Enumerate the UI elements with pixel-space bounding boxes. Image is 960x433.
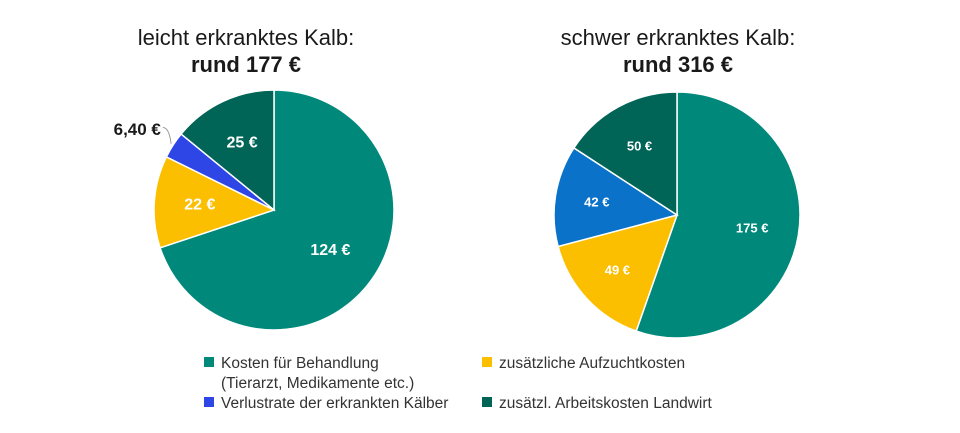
pie1-slice-kosten-fuer-behandlung xyxy=(159,89,395,331)
pie1-label-zusaetzl-arbeitskosten-landwirt: 25 € xyxy=(227,134,258,151)
legend-swatch-verlust xyxy=(204,397,214,407)
chart2-subtitle: rund 316 € xyxy=(622,52,734,77)
legend-swatch-arbeit xyxy=(482,397,492,407)
pie1-label-kosten-fuer-behandlung: 124 € xyxy=(310,242,350,259)
pie1-leader-verlustrate-der-erkrankten-kaelber xyxy=(162,127,172,144)
legend-label-verlust: Verlustrate der erkrankten Kälber xyxy=(221,395,449,412)
pie2-label-zusaetzl-arbeitskosten-landwirt: 50 € xyxy=(627,138,652,153)
legend-swatch-aufzucht xyxy=(482,357,492,367)
legend-item-arbeit: zusätzl. Arbeitskosten Landwirt xyxy=(482,394,712,414)
pie-chart-schwer: 175 € 49 € 42 € 50 € xyxy=(553,91,801,339)
pie1-label-verlustrate-der-erkrankten-kaelber: 6,40 € xyxy=(114,120,162,139)
legend-label-arbeit: zusätzl. Arbeitskosten Landwirt xyxy=(499,395,712,412)
legend-label-behandlung: Kosten für Behandlung xyxy=(221,355,379,372)
legend-label-aufzucht: zusätzliche Aufzuchtkosten xyxy=(499,355,686,372)
pie2-label-kosten-fuer-behandlung: 175 € xyxy=(736,220,769,235)
pie2-label-zusaetzliche-aufzuchtkosten: 49 € xyxy=(605,263,630,278)
pie-chart-leicht: 124 € 22 € 6,40 € 25 € xyxy=(114,89,395,331)
pie1-slice-zusaetzliche-aufzuchtkosten xyxy=(153,155,276,249)
legend-swatch-behandlung xyxy=(204,357,214,367)
pie2-slice-zusaetzliche-aufzuchtkosten xyxy=(557,213,679,332)
chart1-subtitle: rund 177 € xyxy=(190,52,302,77)
chart2-title: schwer erkranktes Kalb: rund 316 € xyxy=(528,24,828,78)
legend-label-behandlung-detail: (Tierarzt, Medikamente etc.) xyxy=(221,375,415,392)
legend-item-behandlung: Kosten für Behandlung (Tierarzt, Medikam… xyxy=(204,354,414,394)
pie1-label-zusaetzliche-aufzuchtkosten: 22 € xyxy=(184,196,215,213)
chart1-title-text: leicht erkranktes Kalb: xyxy=(137,25,355,50)
pie2-label-verlustrate-der-erkrankten-kaelber: 42 € xyxy=(584,195,609,210)
legend-item-aufzucht: zusätzliche Aufzuchtkosten xyxy=(482,354,685,374)
legend-item-verlust: Verlustrate der erkrankten Kälber xyxy=(204,394,448,414)
chart1-title: leicht erkranktes Kalb: rund 177 € xyxy=(96,24,396,78)
pie1-slice-zusaetzl-arbeitskosten-landwirt xyxy=(180,89,275,212)
pie2-slice-zusaetzl-arbeitskosten-landwirt xyxy=(572,91,678,217)
pie2-slice-verlustrate-der-erkrankten-kaelber xyxy=(553,146,679,248)
chart2-title-text: schwer erkranktes Kalb: xyxy=(560,25,796,50)
